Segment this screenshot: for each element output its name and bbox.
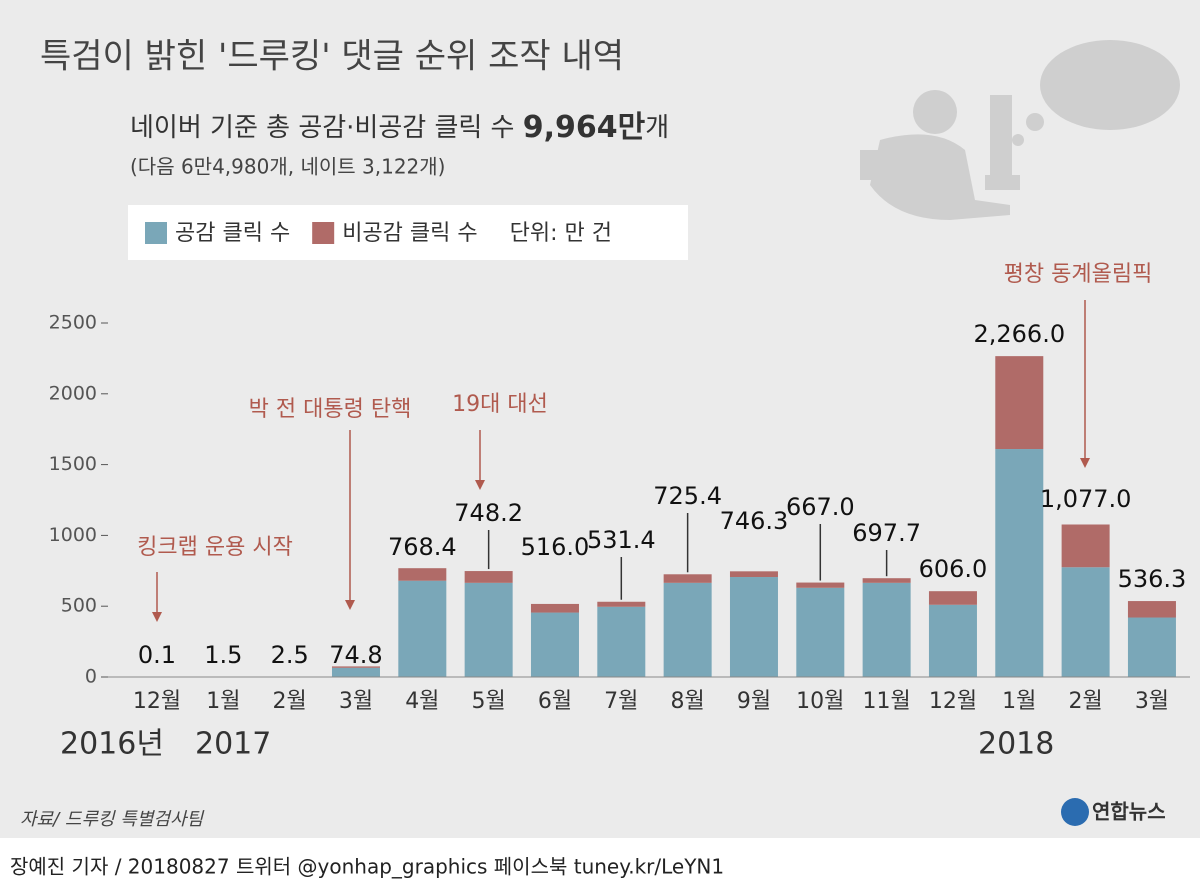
- subtitle-suffix: 개: [645, 113, 669, 143]
- data-label: 2.5: [271, 641, 309, 669]
- data-label: 697.7: [852, 519, 921, 547]
- legend-label: 공감 클릭 수: [175, 221, 290, 246]
- data-label: 748.2: [454, 499, 523, 527]
- bar-segment: [862, 578, 911, 583]
- y-tick-label: 500: [61, 595, 97, 617]
- data-label: 768.4: [388, 533, 457, 561]
- data-label: 2,266.0: [973, 320, 1065, 348]
- x-tick-label: 7월: [604, 689, 638, 714]
- x-tick-label: 6월: [538, 689, 572, 714]
- bar-segment: [663, 574, 712, 583]
- x-tick-label: 12월: [133, 689, 181, 714]
- year-label: 2018: [978, 727, 1054, 762]
- x-tick-label: 5월: [472, 689, 506, 714]
- x-tick-label: 12월: [929, 689, 977, 714]
- annotation: 킹크랩 운용 시작: [137, 535, 293, 560]
- y-tick-label: 2500: [49, 312, 97, 334]
- bar-segment: [398, 568, 447, 581]
- bar-segment: [597, 601, 646, 607]
- y-tick-label: 1000: [49, 524, 97, 546]
- logo: 연합뉴스: [1092, 800, 1166, 824]
- bar-segment: [1127, 601, 1176, 618]
- data-label: 516.0: [521, 533, 590, 561]
- arrow-head: [1080, 458, 1090, 468]
- x-tick-label: 11월: [863, 689, 911, 714]
- data-label: 667.0: [786, 493, 855, 521]
- unit: 단위: 만 건: [510, 221, 612, 246]
- legend-swatch: [312, 222, 335, 244]
- year-label: 2016년: [60, 727, 164, 762]
- x-tick-label: 2월: [273, 689, 307, 714]
- bar-segment: [530, 603, 579, 613]
- bar-segment: [663, 582, 712, 677]
- x-tick-label: 8월: [671, 689, 705, 714]
- bar-segment: [862, 582, 911, 677]
- bar-segment: [796, 587, 845, 677]
- bar-segment: [1127, 617, 1176, 677]
- bar-segment: [597, 606, 646, 677]
- arrow-head: [475, 480, 485, 490]
- x-tick-label: 3월: [339, 689, 373, 714]
- legend-label: 비공감 클릭 수: [342, 221, 477, 246]
- x-tick-label: 1월: [1002, 689, 1036, 714]
- bar-segment: [1061, 567, 1110, 677]
- bar-segment: [530, 612, 579, 677]
- chart-title: 특검이 밝힌 '드루킹' 댓글 순위 조작 내역: [40, 37, 624, 77]
- source: 자료/ 드루킹 특별검사팀: [20, 809, 205, 830]
- year-label: 2017: [195, 727, 271, 762]
- illustration: [860, 40, 1180, 220]
- x-tick-label: 9월: [737, 689, 771, 714]
- legend-box: [128, 205, 688, 260]
- bar-segment: [331, 667, 380, 677]
- data-label: 725.4: [653, 482, 722, 510]
- bar-segment: [464, 571, 513, 583]
- legend-swatch: [145, 222, 167, 244]
- x-tick-label: 4월: [405, 689, 439, 714]
- annotation: 19대 대선: [452, 392, 548, 417]
- subtitle-highlight: 9,964만: [523, 110, 646, 145]
- bar-segment: [995, 356, 1044, 450]
- bar-segment: [995, 449, 1044, 677]
- annotation: 평창 동계올림픽: [1004, 262, 1153, 287]
- data-label: 74.8: [329, 641, 382, 669]
- arrow-head: [345, 600, 355, 610]
- x-tick-label: 1월: [206, 689, 240, 714]
- bar-segment: [729, 577, 778, 677]
- logo-icon: [1061, 798, 1089, 826]
- data-label: 606.0: [919, 555, 988, 583]
- bar-segment: [729, 571, 778, 578]
- arrow-head: [152, 612, 162, 622]
- bar-segment: [464, 582, 513, 677]
- x-tick-label: 10월: [796, 689, 844, 714]
- annotation: 박 전 대통령 탄핵: [249, 397, 412, 422]
- bar-segment: [1061, 524, 1110, 568]
- x-tick-label: 3월: [1135, 689, 1169, 714]
- bar-segment: [331, 666, 380, 668]
- data-label: 536.3: [1118, 565, 1187, 593]
- data-label: 1,077.0: [1040, 485, 1132, 513]
- y-tick-label: 2000: [49, 382, 97, 404]
- data-label: 1.5: [204, 641, 242, 669]
- note: (다음 6만4,980개, 네이트 3,122개): [130, 155, 445, 179]
- bar-segment: [928, 591, 977, 605]
- x-tick-label: 2월: [1068, 689, 1102, 714]
- data-label: 746.3: [720, 507, 789, 535]
- data-label: 531.4: [587, 526, 656, 554]
- subtitle-text: 네이버 기준 총 공감·비공감 클릭 수: [130, 113, 523, 143]
- bar-segment: [398, 580, 447, 677]
- data-label: 0.1: [138, 641, 176, 669]
- y-tick-label: 0: [85, 666, 97, 688]
- bar-segment: [928, 604, 977, 677]
- bar-segment: [796, 582, 845, 588]
- subtitle: 네이버 기준 총 공감·비공감 클릭 수 9,964만개: [130, 110, 669, 145]
- y-tick-label: 1500: [49, 453, 97, 475]
- footer: 장예진 기자 / 20180827 트위터 @yonhap_graphics 페…: [10, 855, 724, 879]
